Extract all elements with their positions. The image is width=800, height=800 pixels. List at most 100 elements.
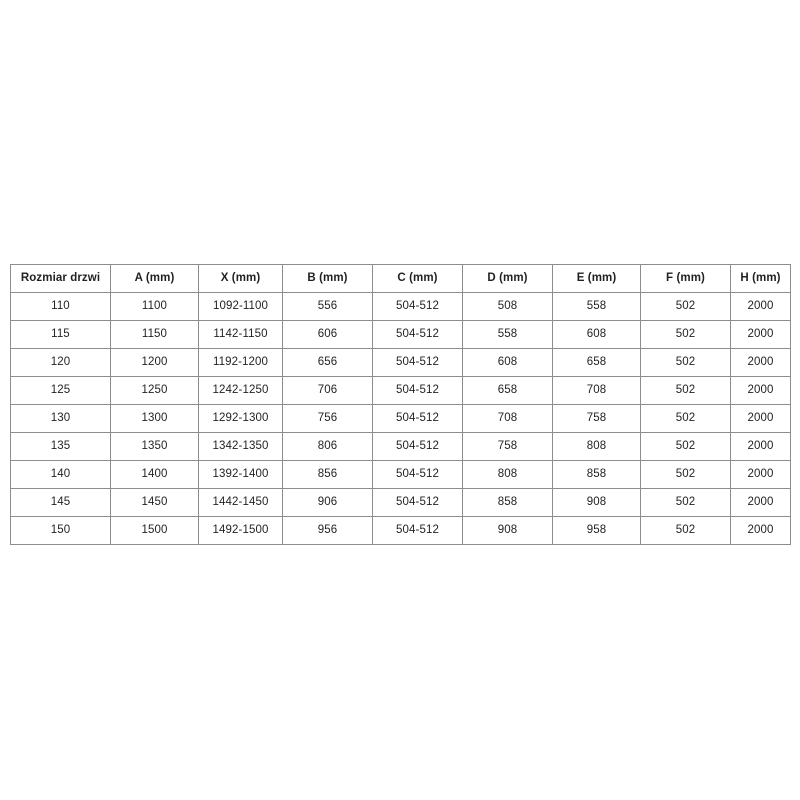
cell-x: 1242-1250 (198, 376, 283, 405)
cell-size: 150 (10, 516, 111, 545)
cell-size: 115 (10, 320, 111, 349)
door-size-specification-table: Rozmiar drzwi A (mm) X (mm) B (mm) C (mm… (10, 264, 791, 545)
column-header-f: F (mm) (640, 264, 731, 293)
cell-c: 504-512 (372, 516, 463, 545)
table-row: 145 1450 1442-1450 906 504-512 858 908 502 2000 (10, 488, 791, 517)
table-row: 115 1150 1142-1150 606 504-512 558 608 502 2000 (10, 320, 791, 349)
cell-x: 1342-1350 (198, 432, 283, 461)
cell-x: 1292-1300 (198, 404, 283, 433)
cell-e: 958 (552, 516, 641, 545)
cell-b: 956 (282, 516, 373, 545)
cell-a: 1350 (110, 432, 199, 461)
cell-b: 806 (282, 432, 373, 461)
cell-c: 504-512 (372, 376, 463, 405)
cell-d: 908 (462, 516, 553, 545)
cell-f: 502 (640, 516, 731, 545)
column-header-d: D (mm) (462, 264, 553, 293)
table-row: 140 1400 1392-1400 856 504-512 808 858 502 2000 (10, 460, 791, 489)
cell-c: 504-512 (372, 348, 463, 377)
cell-c: 504-512 (372, 460, 463, 489)
cell-d: 708 (462, 404, 553, 433)
table-header-row: Rozmiar drzwi A (mm) X (mm) B (mm) C (mm… (10, 264, 791, 293)
cell-h: 2000 (730, 292, 791, 321)
cell-size: 140 (10, 460, 111, 489)
cell-size: 110 (10, 292, 111, 321)
cell-a: 1200 (110, 348, 199, 377)
cell-x: 1392-1400 (198, 460, 283, 489)
cell-b: 906 (282, 488, 373, 517)
cell-h: 2000 (730, 404, 791, 433)
column-header-size: Rozmiar drzwi (10, 264, 111, 293)
table-header: Rozmiar drzwi A (mm) X (mm) B (mm) C (mm… (10, 264, 791, 293)
cell-e: 858 (552, 460, 641, 489)
table-row: 130 1300 1292-1300 756 504-512 708 758 502 2000 (10, 404, 791, 433)
cell-a: 1250 (110, 376, 199, 405)
cell-f: 502 (640, 348, 731, 377)
cell-d: 658 (462, 376, 553, 405)
cell-h: 2000 (730, 516, 791, 545)
cell-f: 502 (640, 376, 731, 405)
cell-c: 504-512 (372, 404, 463, 433)
cell-b: 656 (282, 348, 373, 377)
column-header-h: H (mm) (730, 264, 791, 293)
table-row: 135 1350 1342-1350 806 504-512 758 808 502 2000 (10, 432, 791, 461)
cell-c: 504-512 (372, 432, 463, 461)
cell-d: 558 (462, 320, 553, 349)
cell-d: 758 (462, 432, 553, 461)
table-row: 150 1500 1492-1500 956 504-512 908 958 502 2000 (10, 516, 791, 545)
cell-size: 130 (10, 404, 111, 433)
cell-f: 502 (640, 404, 731, 433)
cell-size: 125 (10, 376, 111, 405)
cell-x: 1142-1150 (198, 320, 283, 349)
cell-x: 1442-1450 (198, 488, 283, 517)
cell-e: 758 (552, 404, 641, 433)
cell-c: 504-512 (372, 320, 463, 349)
cell-size: 120 (10, 348, 111, 377)
cell-h: 2000 (730, 348, 791, 377)
cell-b: 606 (282, 320, 373, 349)
cell-e: 608 (552, 320, 641, 349)
cell-d: 858 (462, 488, 553, 517)
cell-a: 1500 (110, 516, 199, 545)
column-header-b: B (mm) (282, 264, 373, 293)
cell-e: 908 (552, 488, 641, 517)
column-header-e: E (mm) (552, 264, 641, 293)
cell-x: 1492-1500 (198, 516, 283, 545)
table-row: 125 1250 1242-1250 706 504-512 658 708 502 2000 (10, 376, 791, 405)
spec-table-container: Rozmiar drzwi A (mm) X (mm) B (mm) C (mm… (10, 264, 791, 545)
table-body: 110 1100 1092-1100 556 504-512 508 558 502 2000 1… (10, 292, 791, 545)
table-row: 110 1100 1092-1100 556 504-512 508 558 502 2000 (10, 292, 791, 321)
cell-size: 145 (10, 488, 111, 517)
table-row: 120 1200 1192-1200 656 504-512 608 658 502 2000 (10, 348, 791, 377)
cell-c: 504-512 (372, 488, 463, 517)
cell-f: 502 (640, 488, 731, 517)
cell-a: 1100 (110, 292, 199, 321)
cell-c: 504-512 (372, 292, 463, 321)
cell-e: 558 (552, 292, 641, 321)
cell-b: 556 (282, 292, 373, 321)
cell-h: 2000 (730, 488, 791, 517)
cell-e: 658 (552, 348, 641, 377)
cell-size: 135 (10, 432, 111, 461)
cell-d: 808 (462, 460, 553, 489)
cell-e: 708 (552, 376, 641, 405)
cell-d: 608 (462, 348, 553, 377)
cell-a: 1400 (110, 460, 199, 489)
cell-f: 502 (640, 320, 731, 349)
column-header-a: A (mm) (110, 264, 199, 293)
cell-f: 502 (640, 432, 731, 461)
cell-f: 502 (640, 460, 731, 489)
cell-b: 856 (282, 460, 373, 489)
cell-a: 1150 (110, 320, 199, 349)
cell-h: 2000 (730, 432, 791, 461)
cell-f: 502 (640, 292, 731, 321)
cell-x: 1192-1200 (198, 348, 283, 377)
cell-h: 2000 (730, 376, 791, 405)
cell-h: 2000 (730, 320, 791, 349)
cell-h: 2000 (730, 460, 791, 489)
cell-a: 1300 (110, 404, 199, 433)
cell-x: 1092-1100 (198, 292, 283, 321)
cell-e: 808 (552, 432, 641, 461)
column-header-x: X (mm) (198, 264, 283, 293)
